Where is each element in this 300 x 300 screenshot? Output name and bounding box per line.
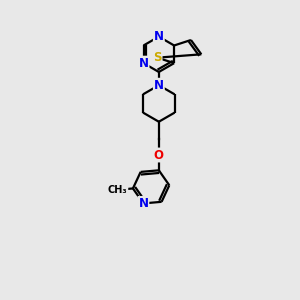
Text: N: N — [154, 79, 164, 92]
Text: O: O — [154, 148, 164, 161]
Text: N: N — [139, 57, 148, 70]
Text: N: N — [138, 197, 148, 210]
Text: CH₃: CH₃ — [108, 185, 128, 195]
Text: N: N — [154, 30, 164, 43]
Text: S: S — [153, 51, 162, 64]
